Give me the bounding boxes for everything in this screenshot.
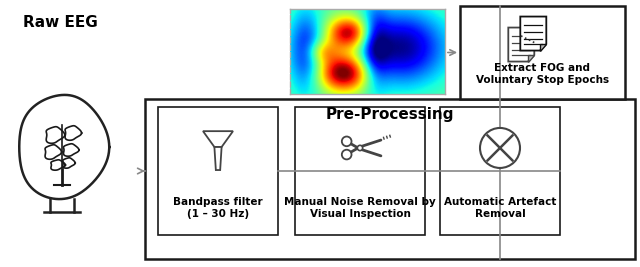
Polygon shape [508,28,534,62]
Polygon shape [520,17,547,50]
Text: ERSP: ERSP [348,0,388,1]
Bar [440,107,560,235]
Circle shape [342,150,351,159]
Polygon shape [203,131,233,147]
Polygon shape [540,44,547,50]
Polygon shape [214,147,221,170]
Text: Extract FOG and
Voluntary Stop Epochs: Extract FOG and Voluntary Stop Epochs [476,63,609,85]
Circle shape [342,136,351,146]
Text: Automatic Artefact
Removal: Automatic Artefact Removal [444,197,556,219]
Text: Raw EEG: Raw EEG [22,15,97,30]
Polygon shape [50,199,74,212]
Polygon shape [528,55,534,62]
Text: Pre-Processing: Pre-Processing [326,107,454,122]
Text: Manual Noise Removal by
Visual Inspection: Manual Noise Removal by Visual Inspectio… [284,197,436,219]
Circle shape [480,128,520,168]
Text: Bandpass filter
(1 – 30 Hz): Bandpass filter (1 – 30 Hz) [173,197,263,219]
Bar [145,99,635,259]
Bar [158,107,278,235]
Bar [460,6,625,99]
Polygon shape [19,95,109,199]
Bar [295,107,425,235]
Circle shape [357,145,363,151]
